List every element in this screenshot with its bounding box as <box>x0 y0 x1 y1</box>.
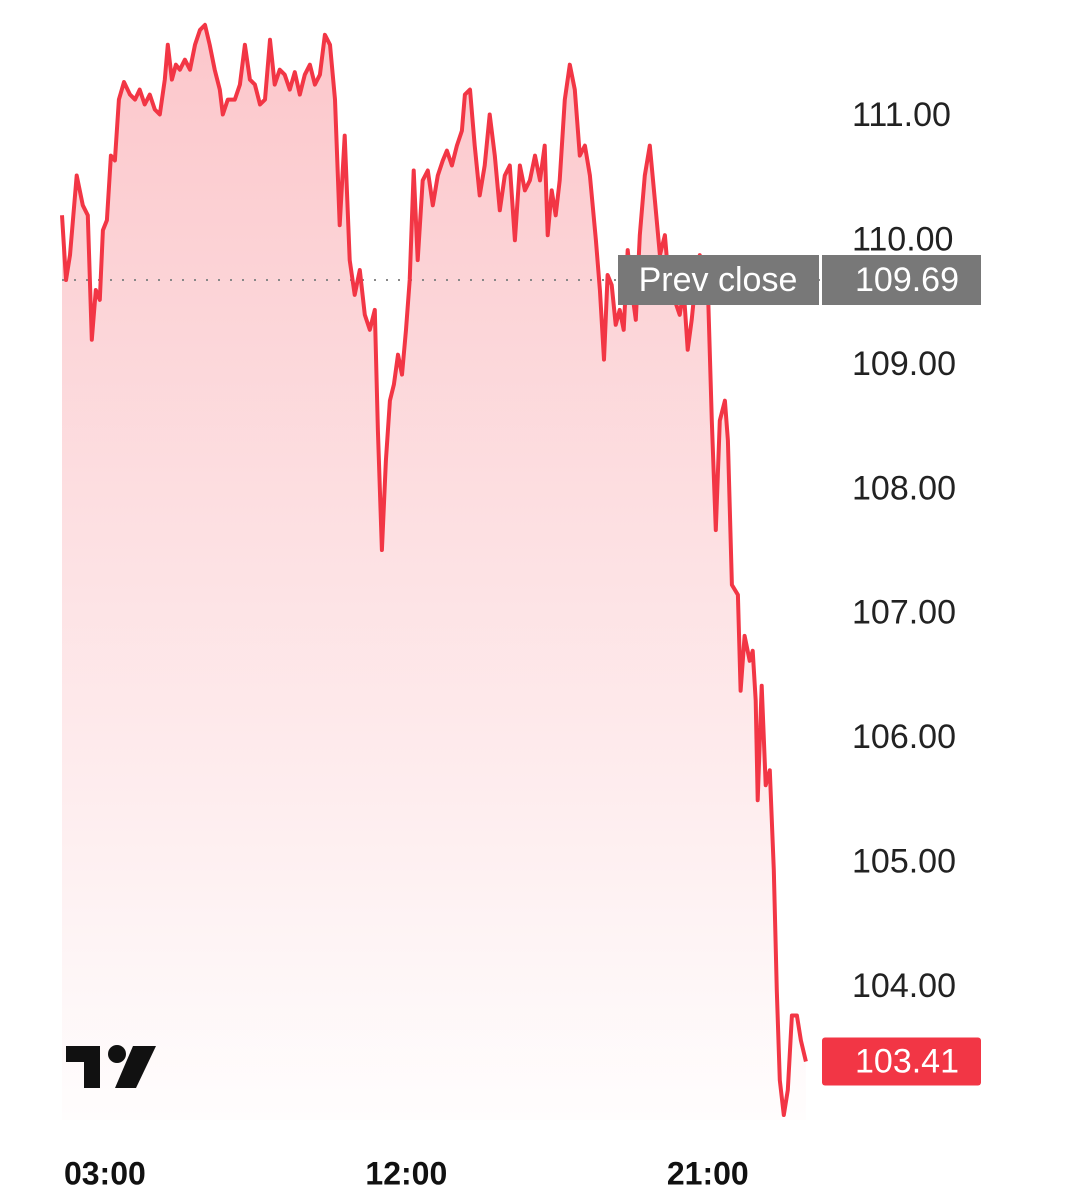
x-tick-label: 21:00 <box>667 1155 749 1191</box>
y-tick-label: 106.00 <box>852 718 956 756</box>
y-tick-label: 110.00 <box>852 220 953 258</box>
x-tick-label: 12:00 <box>365 1155 447 1191</box>
tradingview-logo <box>66 1045 156 1088</box>
prev-close-value: 109.69 <box>855 261 959 299</box>
y-tick-label: 104.00 <box>852 967 956 1005</box>
x-tick-label: 03:00 <box>64 1155 146 1191</box>
prev-close-badge <box>618 255 819 305</box>
price-area <box>62 24 806 1120</box>
prev-close-label: Prev close <box>639 261 798 299</box>
y-tick-label: 109.00 <box>852 345 956 383</box>
prev-close-value-badge <box>822 255 981 305</box>
y-tick-label: 108.00 <box>852 469 956 507</box>
last-price-label: 103.41 <box>855 1042 959 1080</box>
last-price-badge <box>822 1037 981 1086</box>
y-tick-label: 111.00 <box>852 96 951 134</box>
y-tick-label: 105.00 <box>852 843 956 881</box>
y-tick-label: 107.00 <box>852 594 956 632</box>
